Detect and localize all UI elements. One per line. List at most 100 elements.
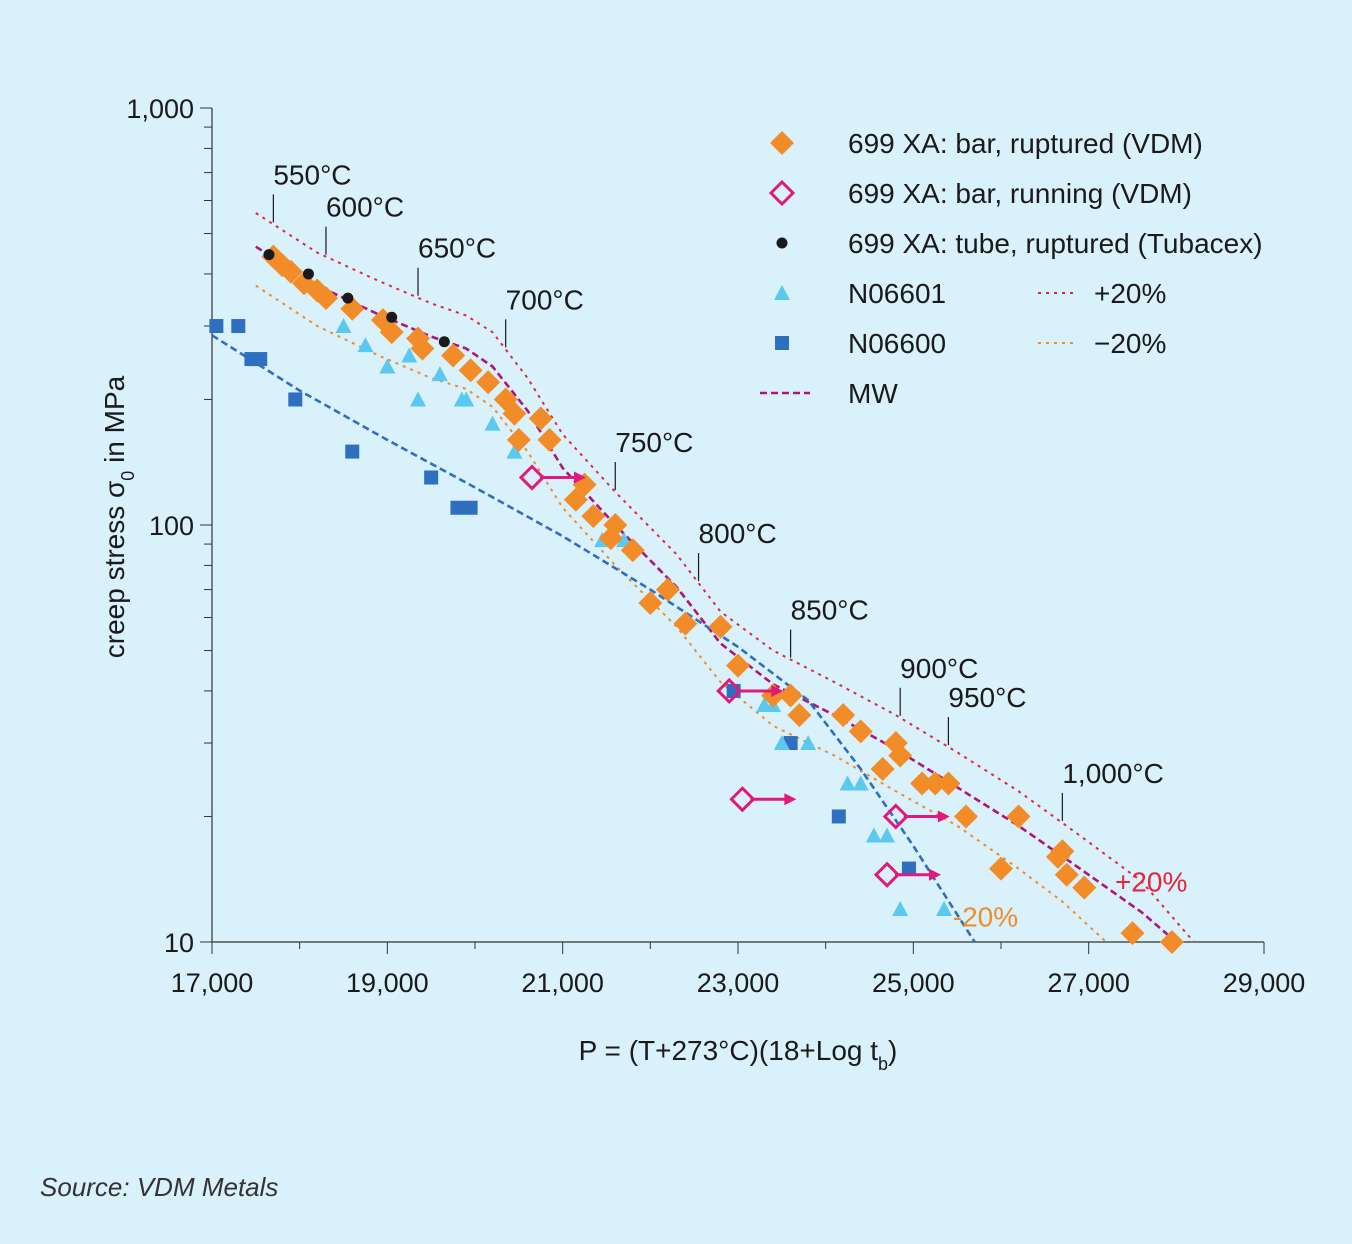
bar_ruptured-point xyxy=(1050,839,1075,864)
n06601-point xyxy=(458,391,475,407)
n06601-point xyxy=(852,775,869,791)
y-axis-title: creep stress σ0 in MPa xyxy=(99,375,138,658)
x-tick-label: 17,000 xyxy=(171,968,254,998)
bar_ruptured-point xyxy=(1159,930,1184,954)
y-tick-label: 100 xyxy=(149,511,194,541)
bar_ruptured-point xyxy=(831,703,856,728)
running-arrow-head xyxy=(937,810,950,823)
plus20-curve xyxy=(255,212,1195,943)
source-note: Source: VDM Metals xyxy=(40,1172,279,1202)
bar_ruptured-point xyxy=(936,771,961,796)
n06601-point xyxy=(865,827,882,843)
x-axis-title: P = (T+273°C)(18+Log tb) xyxy=(579,1035,898,1074)
x-tick-label: 19,000 xyxy=(346,968,429,998)
temperature-label: 750°C xyxy=(615,427,693,458)
bar_ruptured-point xyxy=(953,804,978,829)
bar_ruptured-point xyxy=(923,771,948,796)
legend-label: −20% xyxy=(1094,328,1166,359)
n06601-point xyxy=(484,415,501,431)
bar_ruptured-point xyxy=(502,401,527,426)
bar_ruptured-point xyxy=(493,387,518,412)
legend-swatch xyxy=(774,285,790,300)
bar_ruptured-point xyxy=(537,427,562,452)
bar_running-point xyxy=(873,861,901,888)
bar_ruptured-point xyxy=(313,286,338,311)
legend-swatch xyxy=(776,237,788,249)
bar_ruptured-point xyxy=(278,259,303,284)
bar_ruptured-point xyxy=(1006,804,1031,829)
minus20-band-label: -20% xyxy=(953,901,1018,932)
bar_ruptured-point xyxy=(726,653,750,678)
mw-curve xyxy=(255,245,1178,943)
bar_running-point xyxy=(729,786,756,813)
temperature-label: 850°C xyxy=(791,595,869,626)
n06601-point xyxy=(773,735,790,751)
legend-swatch xyxy=(775,336,789,350)
temperature-label: 950°C xyxy=(948,682,1026,713)
bar_running-point xyxy=(518,464,546,491)
axes: 10 100 1,000 17,000 19,000 21,000 23,000 25,000… xyxy=(126,94,1305,998)
bar_ruptured-point xyxy=(581,504,606,529)
bar_ruptured-point xyxy=(1054,862,1079,887)
bar_ruptured-point xyxy=(1120,921,1145,946)
n06600-point xyxy=(288,392,303,407)
bar_ruptured-point xyxy=(528,406,553,431)
legend-label: +20% xyxy=(1094,278,1166,309)
bar_ruptured-point xyxy=(778,683,803,708)
running-arrow-head xyxy=(573,471,586,484)
bar_ruptured-point xyxy=(989,856,1013,881)
bar_ruptured-point xyxy=(787,703,812,728)
running-arrow-head xyxy=(771,684,784,697)
temperature-label: 650°C xyxy=(418,233,496,264)
n06600-point xyxy=(831,809,846,824)
bar_ruptured-point xyxy=(458,358,483,383)
bar_ruptured-point xyxy=(476,370,501,395)
bar_ruptured-point xyxy=(910,771,935,796)
n06601-point xyxy=(379,358,396,374)
n06601-point xyxy=(410,391,427,407)
n06600-point xyxy=(901,861,916,876)
n06600-point xyxy=(345,444,360,459)
bar_ruptured-point xyxy=(379,320,404,345)
bar_running-point xyxy=(882,803,909,830)
temperature-label: 700°C xyxy=(506,284,584,315)
n06601-point xyxy=(839,775,856,791)
bar_ruptured-point xyxy=(410,336,435,361)
n06601-point xyxy=(357,337,374,353)
curves: +20% -20% xyxy=(211,212,1195,943)
tube_ruptured-point xyxy=(342,292,354,304)
bar_ruptured-point xyxy=(708,614,733,639)
minus20-curve xyxy=(255,284,1107,943)
running-arrow-head xyxy=(929,868,942,881)
bar_ruptured-point xyxy=(620,538,645,563)
n06601-point xyxy=(335,318,352,334)
temperature-label: 600°C xyxy=(326,192,404,223)
bar_ruptured-point xyxy=(888,743,913,768)
n06600-point xyxy=(209,319,224,334)
data-points xyxy=(209,244,1184,954)
n06601-point xyxy=(800,735,817,751)
y-tick-label: 1,000 xyxy=(126,94,194,124)
n06600-curve xyxy=(211,334,976,943)
plus20-band-label: +20% xyxy=(1115,867,1187,898)
n06600-point xyxy=(463,500,478,515)
legend-swatch xyxy=(768,179,796,207)
bar_running-point xyxy=(716,677,743,705)
running-arrow-head xyxy=(784,793,797,806)
bar_ruptured-point xyxy=(673,611,698,636)
legend-label: 699 XA: tube, ruptured (Tubacex) xyxy=(848,228,1263,259)
x-tick-label: 25,000 xyxy=(872,968,955,998)
x-tick-label: 21,000 xyxy=(521,968,604,998)
n06600-point xyxy=(253,352,268,367)
n06601-point xyxy=(936,900,953,916)
n06601-point xyxy=(879,827,896,843)
tube_ruptured-point xyxy=(302,268,314,280)
x-tick-label: 29,000 xyxy=(1223,968,1306,998)
n06601-point xyxy=(506,443,523,459)
bar_ruptured-point xyxy=(870,756,895,781)
legend-label: N06601 xyxy=(848,278,946,309)
bar_ruptured-point xyxy=(655,577,680,602)
bar_ruptured-point xyxy=(441,343,466,368)
